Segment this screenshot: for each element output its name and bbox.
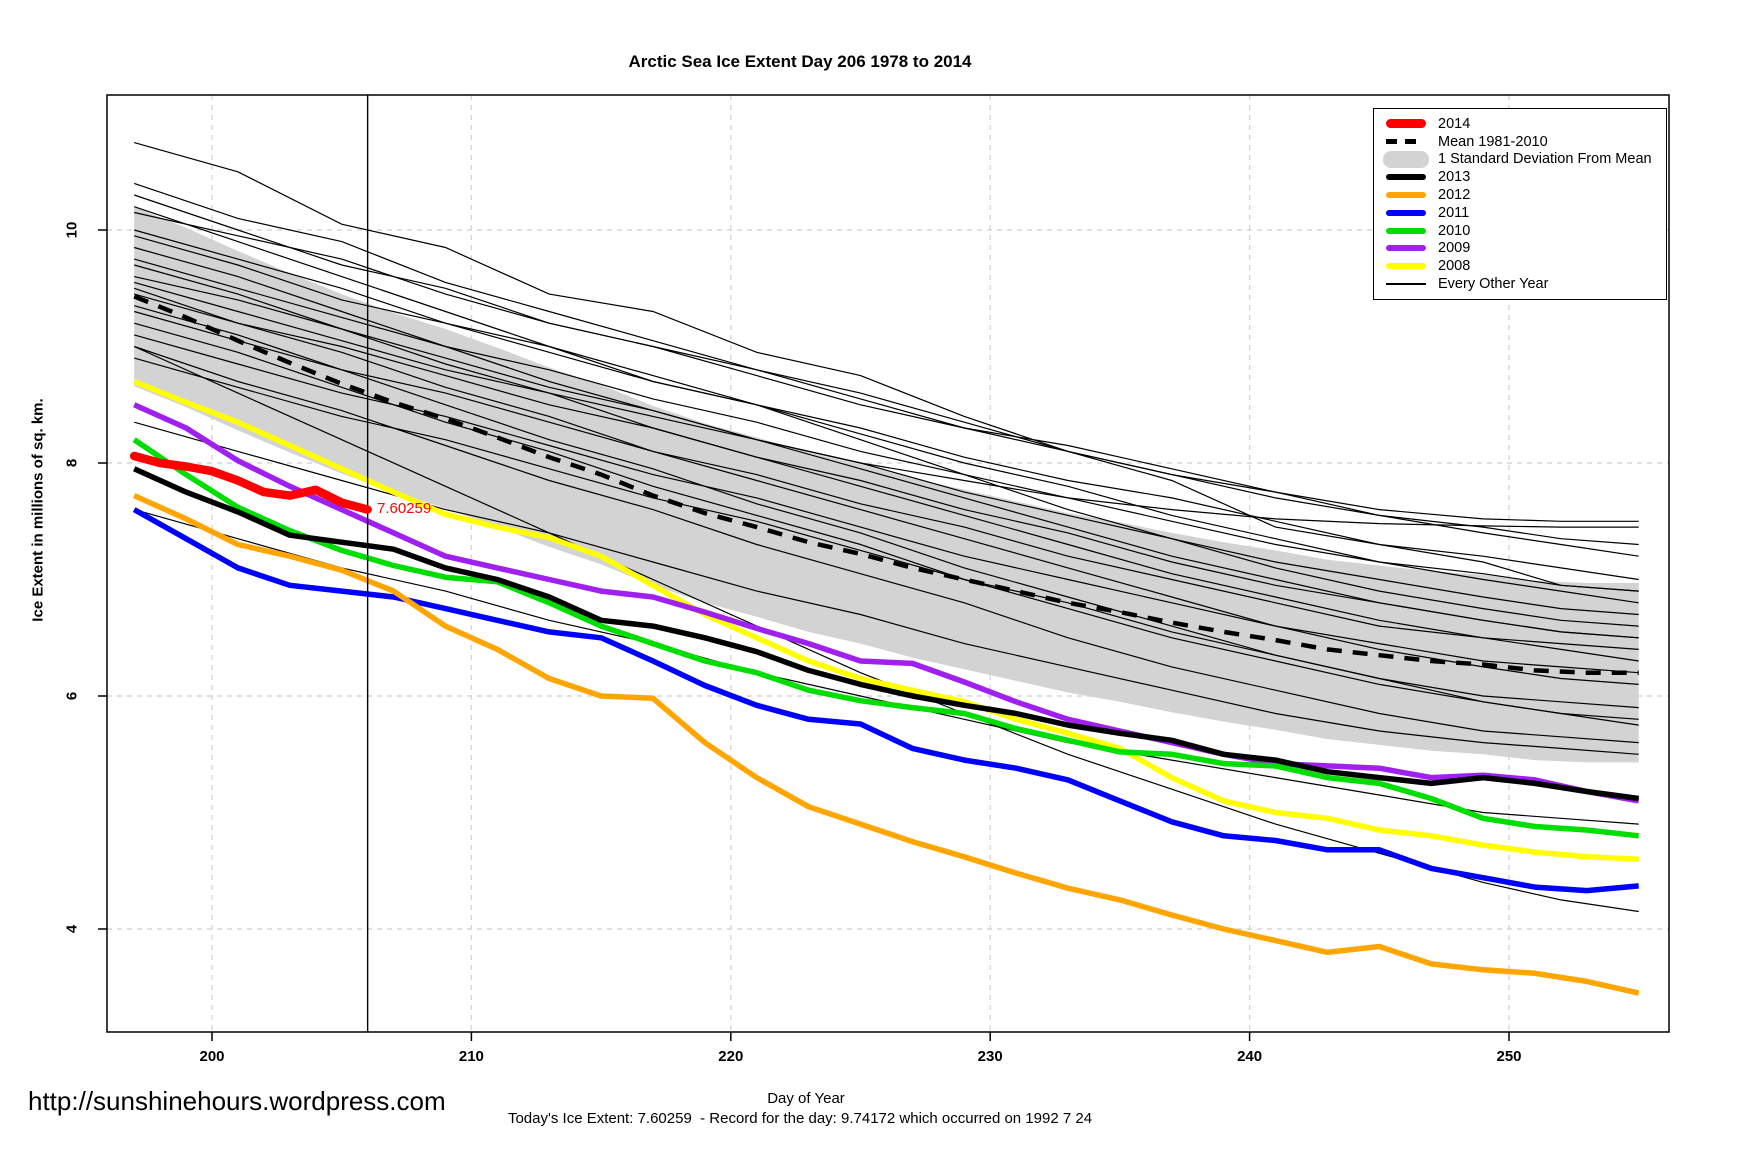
background-year-line-9	[134, 264, 1639, 662]
background-year-line-12	[134, 287, 1639, 685]
background-year-line-3	[134, 206, 1639, 627]
legend-swatch-wrap	[1382, 245, 1430, 252]
x-tick-label-240: 240	[1237, 1048, 1263, 1065]
legend-swatch-wrap	[1382, 139, 1430, 145]
legend-swatch-wrap	[1382, 119, 1430, 129]
y-tick-label-10: 10	[63, 221, 81, 239]
legend-swatch-every-other-year	[1386, 283, 1426, 285]
chart-title: Arctic Sea Ice Extent Day 206 1978 to 20…	[628, 52, 972, 71]
series-2009	[133, 402, 1640, 804]
background-year-line-11	[134, 281, 1639, 528]
legend-item-label: 2009	[1438, 240, 1471, 257]
legend-swatch-wrap	[1382, 209, 1430, 216]
background-year-line-15	[134, 310, 1639, 650]
legend-item-2009: 2009	[1382, 240, 1666, 258]
current-value-label: 7.60259	[377, 500, 432, 517]
legend-item-label: 2012	[1438, 187, 1471, 204]
legend: 2014 Mean 1981-2010 1 Standard Deviation F…	[1373, 108, 1667, 300]
x-tick-label-210: 210	[458, 1048, 484, 1065]
legend-item-1-standard-deviation-from-mean: 1 Standard Deviation From Mean	[1382, 150, 1666, 169]
background-year-line-1	[134, 182, 1639, 546]
legend-item-label: 2011	[1438, 204, 1470, 221]
x-tick-label-220: 220	[718, 1048, 744, 1065]
legend-swatch-2014	[1386, 119, 1426, 129]
series-2008	[133, 378, 1639, 862]
legend-swatch-2011	[1386, 209, 1426, 216]
legend-item-label: 1 Standard Deviation From Mean	[1438, 151, 1652, 168]
legend-item-2008: 2008	[1382, 257, 1666, 275]
legend-swatch-mean-1981-2010	[1386, 139, 1426, 145]
series-2013	[133, 466, 1640, 802]
background-year-line-20	[134, 357, 1639, 726]
legend-item-label: 2008	[1438, 258, 1471, 275]
y-tick-label-8: 8	[63, 458, 81, 468]
background-year-line-14	[134, 305, 1639, 709]
mean-line	[133, 294, 1639, 675]
background-year-line-5	[134, 229, 1639, 604]
series-2011	[132, 507, 1639, 894]
background-year-line-0	[134, 142, 1639, 592]
background-year-line-10	[134, 276, 1639, 616]
background-year-line-6	[134, 235, 1639, 581]
legend-item-label: 2010	[1438, 222, 1471, 239]
legend-swatch-2010	[1386, 227, 1426, 234]
legend-item-2014: 2014	[1382, 115, 1666, 133]
legend-swatch-wrap	[1382, 283, 1430, 285]
legend-item-2011: 2011	[1382, 204, 1666, 222]
x-tick-label-200: 200	[199, 1048, 225, 1065]
series-2010	[132, 437, 1640, 839]
legend-swatch-1-standard-deviation-from-mean	[1383, 150, 1429, 168]
legend-item-label: 2013	[1438, 169, 1471, 186]
legend-item-every-other-year: Every Other Year	[1382, 275, 1666, 293]
background-year-line-8	[134, 258, 1639, 592]
legend-swatch-2009	[1386, 245, 1426, 252]
legend-item-label: Every Other Year	[1438, 276, 1549, 293]
legend-item-label: Mean 1981-2010	[1438, 133, 1548, 150]
legend-swatch-2008	[1386, 263, 1426, 270]
background-year-line-13	[134, 293, 1639, 639]
y-tick-label-6: 6	[63, 691, 81, 701]
legend-swatch-wrap	[1382, 263, 1430, 270]
legend-item-mean-1981-2010: Mean 1981-2010	[1382, 133, 1666, 151]
plot-border	[106, 94, 1670, 1033]
legend-swatch-wrap	[1382, 192, 1430, 199]
legend-item-label: 2014	[1438, 115, 1471, 132]
legend-item-2013: 2013	[1382, 168, 1666, 186]
legend-item-2012: 2012	[1382, 186, 1666, 204]
legend-swatch-wrap	[1382, 174, 1430, 181]
series-2014	[129, 451, 372, 514]
y-tick-label-4: 4	[63, 924, 81, 934]
legend-swatch-2013	[1386, 174, 1426, 181]
legend-swatch-wrap	[1382, 227, 1430, 234]
legend-swatch-2012	[1386, 192, 1426, 199]
background-year-line-17	[134, 334, 1639, 674]
x-tick-label-230: 230	[977, 1048, 1003, 1065]
series-2012	[133, 493, 1640, 996]
legend-swatch-wrap	[1382, 150, 1430, 168]
x-tick-label-250: 250	[1496, 1048, 1522, 1065]
status-line: Today's Ice Extent: 7.60259 - Record for…	[507, 1110, 1093, 1127]
x-axis-title: Day of Year	[767, 1090, 845, 1107]
source-url-text: http://sunshinehours.wordpress.com	[28, 1086, 446, 1116]
legend-item-2010: 2010	[1382, 222, 1666, 240]
